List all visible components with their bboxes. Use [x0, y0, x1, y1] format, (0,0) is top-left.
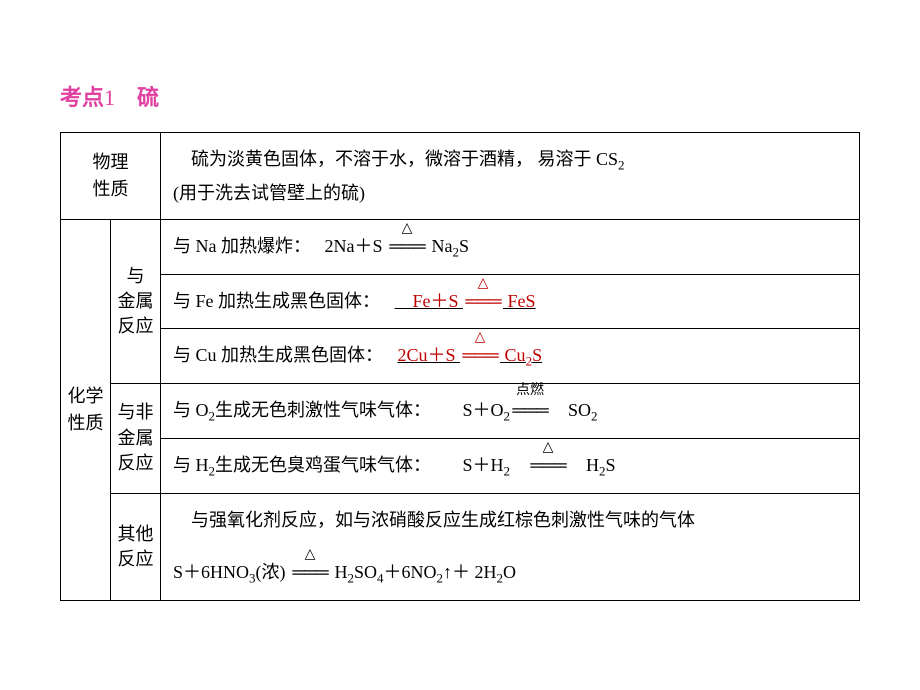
other-text-cell: 与强氧化剂反应，如与浓硝酸反应生成红棕色刺激性气味的气体: [161, 493, 860, 546]
table-row: 与非金属反应 与 O2生成无色刺激性气味气体： S＋O2═══ SO2: [61, 383, 860, 438]
o2-text: 与 O2生成无色刺激性气味气体：: [173, 400, 422, 420]
table-row: 与 H2生成无色臭鸡蛋气味气体： S＋H2 ═══ H2S: [61, 438, 860, 493]
cu-text: 与 Cu 加热生成黑色固体：: [173, 345, 383, 365]
nonmetal-label: 与非金属反应: [111, 383, 161, 493]
physical-content: 硫为淡黄色固体，不溶于水，微溶于酒精， 易溶于 CS2 (用于洗去试管壁上的硫): [161, 133, 860, 220]
na-reaction: 与 Na 加热爆炸： 2Na＋S ═══ Na2S: [161, 220, 860, 275]
cu-equation: 2Cu＋S ═══ Cu2S: [388, 345, 593, 365]
title-number: 1: [104, 85, 115, 110]
metal-label: 与金属反应: [111, 220, 161, 383]
physical-label: 物理性质: [61, 133, 161, 220]
section-title: 考点1 硫: [60, 80, 860, 112]
h2-equation: S＋H2 ═══ H2S: [463, 455, 616, 475]
table-row: 化学性质 与金属反应 与 Na 加热爆炸： 2Na＋S ═══ Na2S: [61, 220, 860, 275]
chemical-label: 化学性质: [61, 220, 111, 601]
fe-equation: Fe＋S ═══ FeS: [385, 291, 586, 311]
table-row: 物理性质 硫为淡黄色固体，不溶于水，微溶于酒精， 易溶于 CS2 (用于洗去试管…: [61, 133, 860, 220]
na-equation: 2Na＋S ═══ Na2S: [325, 236, 470, 256]
other-text: 与强氧化剂反应，如与浓硝酸反应生成红棕色刺激性气味的气体: [191, 510, 695, 530]
table-row: S＋6HNO3(浓) ═══ H2SO4＋6NO2↑＋ 2H2O: [61, 546, 860, 600]
table-row: 与 Fe 加热生成黑色固体： Fe＋S ═══ FeS: [61, 275, 860, 328]
o2-reaction: 与 O2生成无色刺激性气味气体： S＋O2═══ SO2: [161, 383, 860, 438]
h2-reaction: 与 H2生成无色臭鸡蛋气味气体： S＋H2 ═══ H2S: [161, 438, 860, 493]
phys-text-1: 硫为淡黄色固体，不溶于水，微溶于酒精， 易溶于: [191, 149, 596, 169]
title-suffix: 硫: [115, 85, 159, 110]
na-text: 与 Na 加热爆炸：: [173, 236, 302, 256]
cs2-formula: CS2: [596, 149, 625, 169]
cu-reaction: 与 Cu 加热生成黑色固体： 2Cu＋S ═══ Cu2S: [161, 328, 860, 383]
o2-equation: S＋O2═══ SO2: [463, 400, 598, 420]
properties-table: 物理性质 硫为淡黄色固体，不溶于水，微溶于酒精， 易溶于 CS2 (用于洗去试管…: [60, 132, 860, 601]
table-row: 与 Cu 加热生成黑色固体： 2Cu＋S ═══ Cu2S: [61, 328, 860, 383]
phys-text-2: (用于洗去试管壁上的硫): [173, 183, 365, 203]
title-prefix: 考点: [60, 85, 104, 110]
fe-text: 与 Fe 加热生成黑色固体：: [173, 291, 380, 311]
table-row: 其他反应 与强氧化剂反应，如与浓硝酸反应生成红棕色刺激性气味的气体: [61, 493, 860, 546]
other-equation-cell: S＋6HNO3(浓) ═══ H2SO4＋6NO2↑＋ 2H2O: [161, 546, 860, 600]
h2-text: 与 H2生成无色臭鸡蛋气味气体：: [173, 455, 422, 475]
other-label: 其他反应: [111, 493, 161, 600]
other-equation: S＋6HNO3(浓) ═══ H2SO4＋6NO2↑＋ 2H2O: [173, 562, 516, 582]
fe-reaction: 与 Fe 加热生成黑色固体： Fe＋S ═══ FeS: [161, 275, 860, 328]
